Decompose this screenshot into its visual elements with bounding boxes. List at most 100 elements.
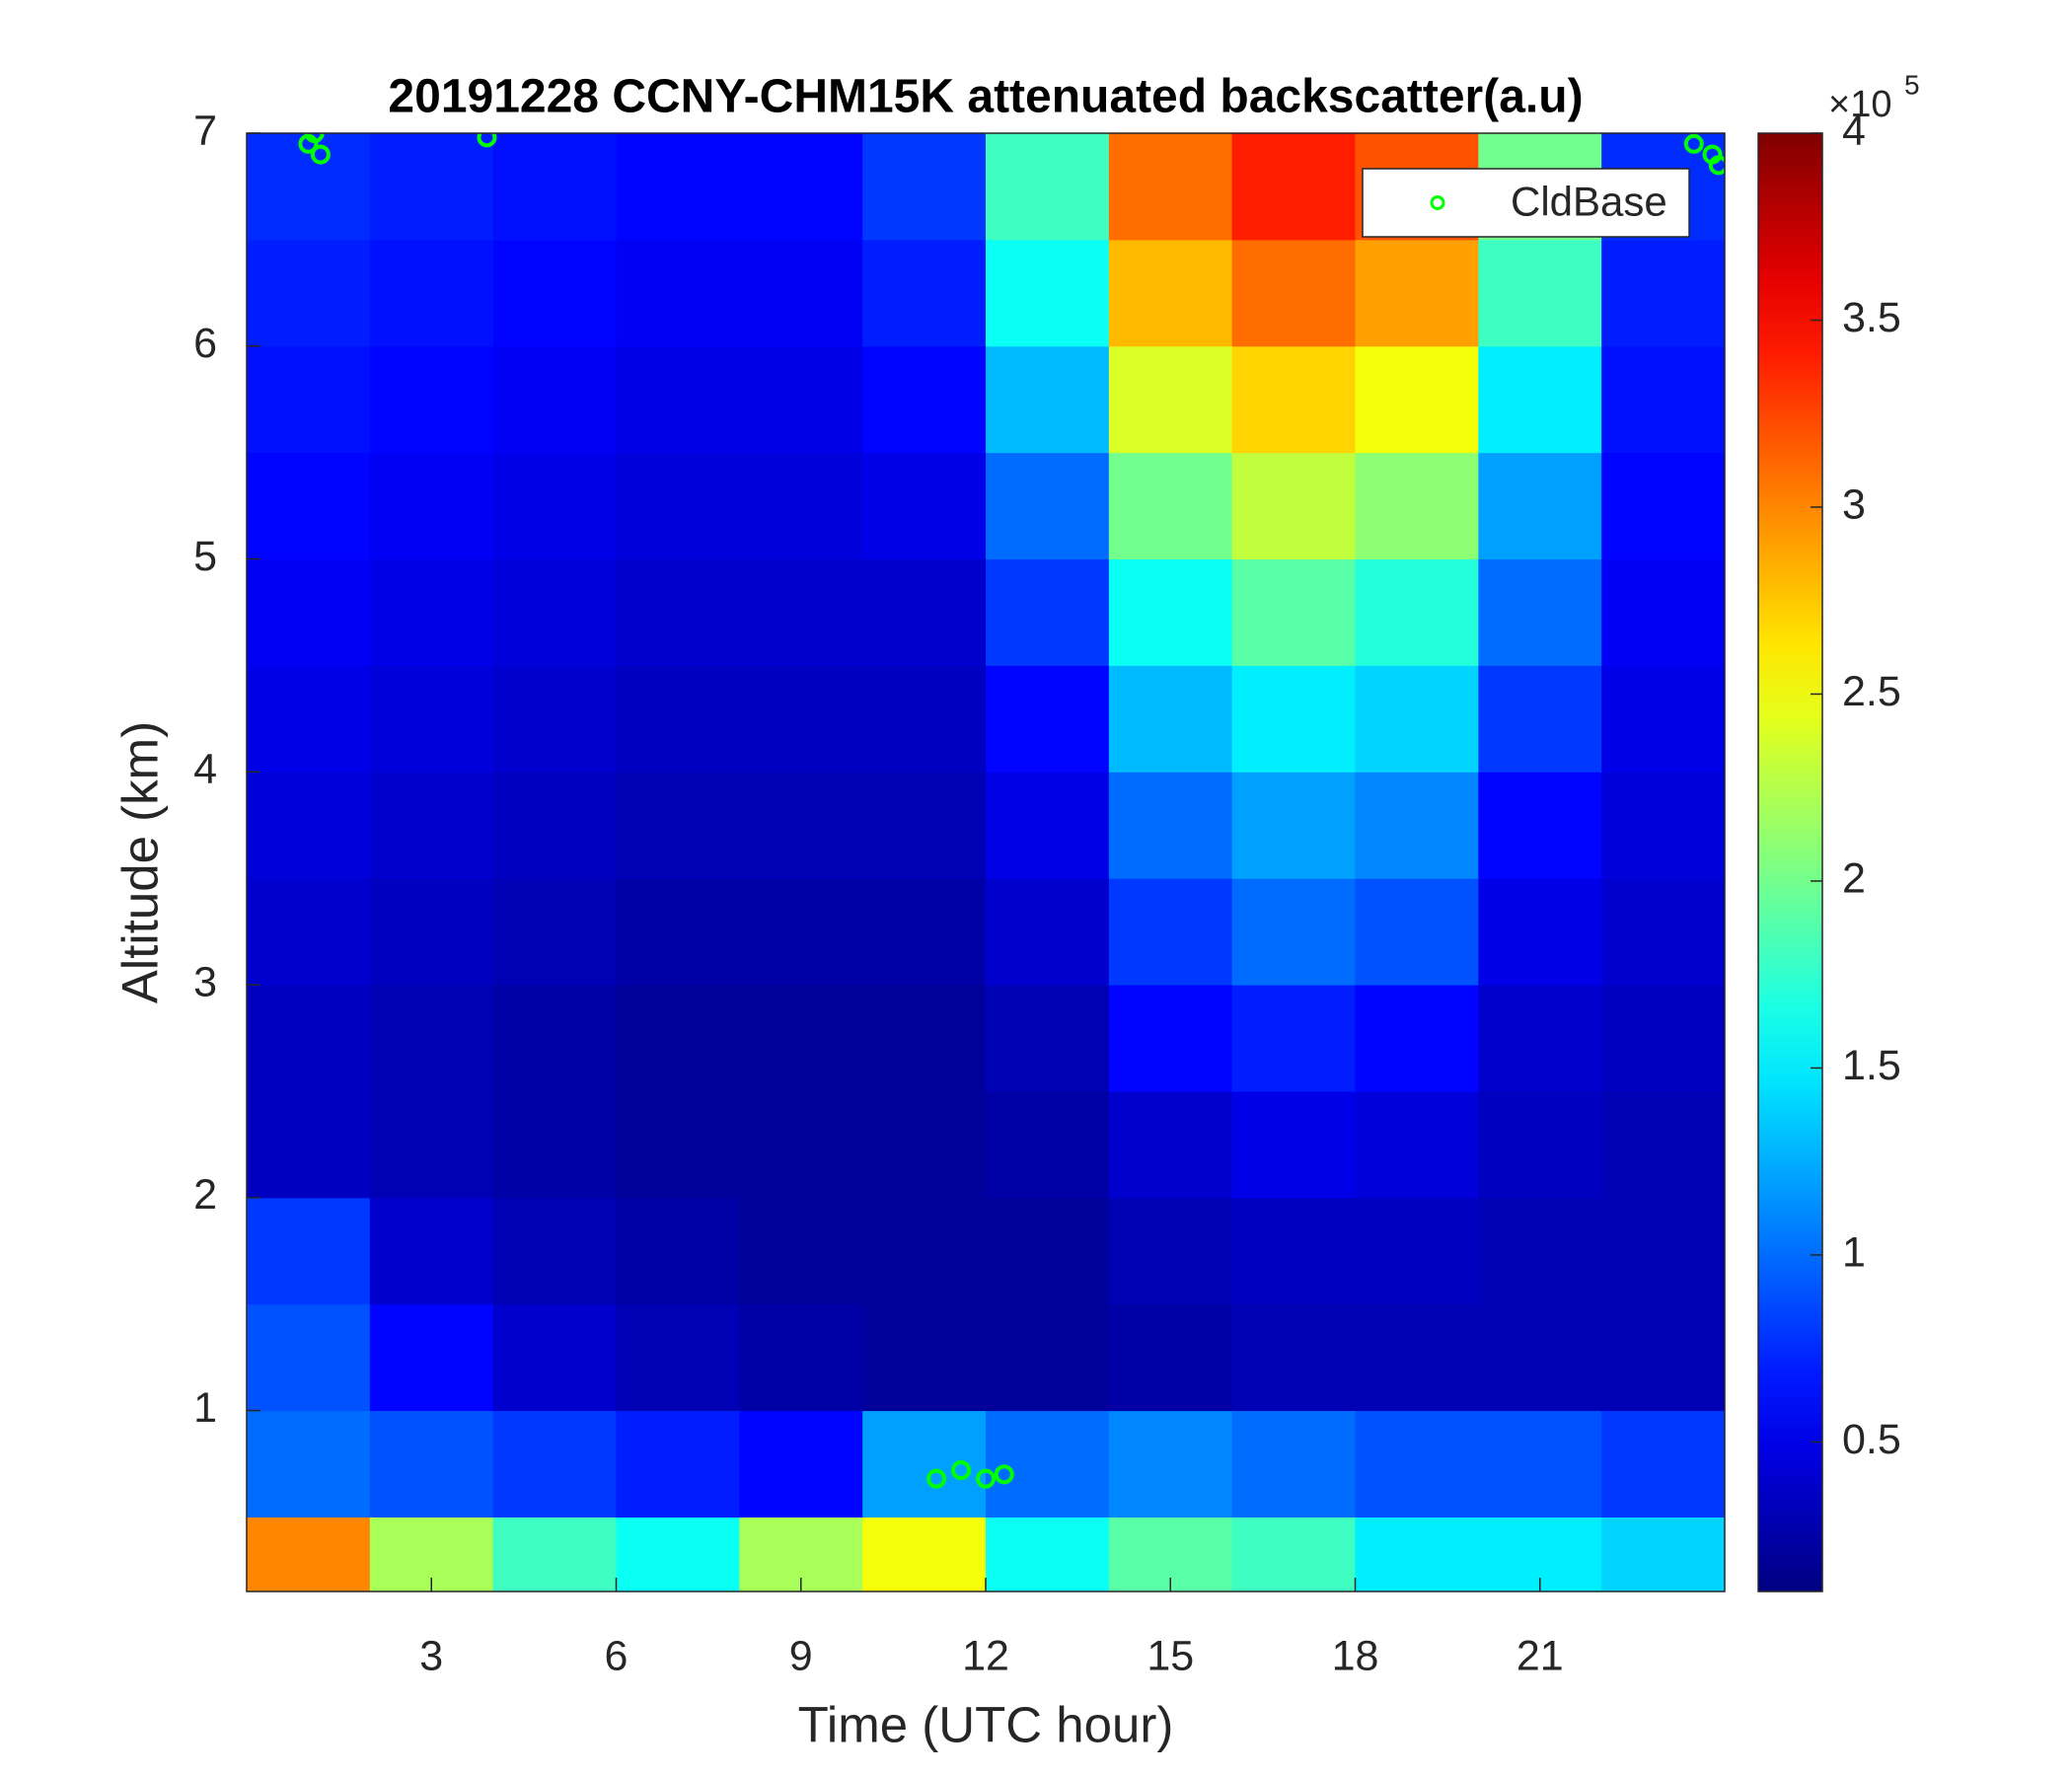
heatmap-cell — [1108, 558, 1233, 666]
heatmap-cell — [1108, 1517, 1233, 1591]
heatmap-cell — [986, 345, 1110, 454]
heatmap-cell — [1108, 878, 1233, 986]
heatmap-cell — [616, 133, 740, 241]
heatmap-cell — [1601, 1410, 1725, 1517]
heatmap-cell — [247, 1410, 371, 1517]
heatmap-cell — [739, 1517, 863, 1591]
heatmap-cell — [1108, 1303, 1233, 1412]
heatmap-cell — [1601, 1197, 1725, 1305]
heatmap-cell — [862, 985, 987, 1092]
heatmap-cell — [1601, 1517, 1725, 1591]
x-tick-label: 9 — [789, 1632, 813, 1679]
heatmap-cell — [1231, 1410, 1356, 1517]
heatmap-cell — [1478, 878, 1602, 986]
heatmap-cell — [247, 133, 371, 241]
heatmap-cell — [616, 772, 740, 879]
heatmap-cell — [1601, 558, 1725, 666]
heatmap-cell — [616, 452, 740, 560]
heatmap-cell — [739, 1090, 863, 1199]
heatmap-cell — [616, 1090, 740, 1199]
heatmap-cell — [1601, 1090, 1725, 1199]
cloud-base-marker — [477, 133, 497, 148]
heatmap-cell — [862, 1090, 987, 1199]
heatmap-cell — [986, 1517, 1110, 1591]
heatmap-cell — [1601, 452, 1725, 560]
heatmap-cell — [1231, 772, 1356, 879]
heatmap-cell — [1108, 1410, 1233, 1517]
heatmap-cell — [369, 133, 494, 241]
heatmap-cell — [1231, 239, 1356, 347]
heatmap-cell — [369, 1517, 494, 1591]
heatmap-cell — [1231, 1517, 1356, 1591]
heatmap-cell — [616, 665, 740, 773]
colorbar-tick-label: 0.5 — [1842, 1416, 1901, 1463]
heatmap-cell — [986, 239, 1110, 347]
y-tick-label: 3 — [193, 958, 217, 1005]
heatmap-cell — [862, 772, 987, 879]
heatmap-cell — [1601, 665, 1725, 773]
y-tick-label: 6 — [193, 320, 217, 367]
heatmap-cell — [862, 1517, 987, 1591]
heatmap-cell — [862, 1197, 987, 1305]
heatmap-cell — [1478, 345, 1602, 454]
heatmap-cell — [986, 1303, 1110, 1412]
heatmap-cell — [369, 1303, 494, 1412]
cloud-base-marker — [951, 1460, 972, 1481]
heatmap-cell — [986, 1090, 1110, 1199]
heatmap-cell — [247, 1197, 371, 1305]
cloud-base-marker — [1708, 155, 1725, 176]
heatmap-cell — [492, 133, 617, 241]
heatmap-cell — [1231, 558, 1356, 666]
cloud-base-marker — [976, 1468, 996, 1489]
heatmap-cell — [739, 558, 863, 666]
heatmap-cell — [247, 1090, 371, 1199]
cloud-base-marker — [304, 133, 325, 143]
heatmap-cell — [739, 133, 863, 241]
heatmap-cell — [247, 878, 371, 986]
heatmap-cell — [1231, 985, 1356, 1092]
heatmap-cell — [1108, 1197, 1233, 1305]
heatmap-cell — [492, 1197, 617, 1305]
heatmap-cell — [492, 1517, 617, 1591]
heatmap-cell — [1601, 772, 1725, 879]
heatmap-cell — [1355, 878, 1479, 986]
heatmap-cell — [1601, 239, 1725, 347]
heatmap-cell — [739, 665, 863, 773]
x-tick-label: 15 — [1147, 1632, 1194, 1679]
heatmap-cell — [986, 133, 1110, 241]
heatmap-cell — [369, 772, 494, 879]
y-axis-label: Altitude (km) — [111, 721, 168, 1003]
heatmap-cell — [986, 878, 1110, 986]
heatmap-cell — [1355, 985, 1479, 1092]
heatmap-cell — [247, 1303, 371, 1412]
heatmap-cell — [1355, 345, 1479, 454]
heatmap-cell — [616, 878, 740, 986]
heatmap-cell — [492, 1303, 617, 1412]
heatmap-cell — [616, 985, 740, 1092]
heatmap-cell — [369, 1197, 494, 1305]
heatmap-cell — [492, 558, 617, 666]
heatmap-cell — [616, 345, 740, 454]
heatmap-cell — [739, 772, 863, 879]
heatmap-cell — [862, 878, 987, 986]
x-tick-label: 6 — [605, 1632, 629, 1679]
colorbar-tick-label: 1.5 — [1842, 1042, 1901, 1089]
heatmap-cell — [1231, 133, 1356, 241]
heatmap — [247, 133, 1725, 1591]
heatmap-cell — [1478, 1410, 1602, 1517]
heatmap-cell — [1601, 345, 1725, 454]
cloud-base-marker — [994, 1464, 1014, 1485]
heatmap-cell — [1478, 665, 1602, 773]
heatmap-cell — [1355, 452, 1479, 560]
heatmap-cell — [1231, 345, 1356, 454]
heatmap-cell — [1355, 665, 1479, 773]
heatmap-cell — [986, 985, 1110, 1092]
heatmap-cell — [1478, 1090, 1602, 1199]
heatmap-cell — [1355, 772, 1479, 879]
y-tick-label: 4 — [193, 746, 217, 793]
heatmap-cell — [1108, 133, 1233, 241]
heatmap-cell — [739, 1410, 863, 1517]
heatmap-cell — [739, 878, 863, 986]
heatmap-cell — [492, 985, 617, 1092]
